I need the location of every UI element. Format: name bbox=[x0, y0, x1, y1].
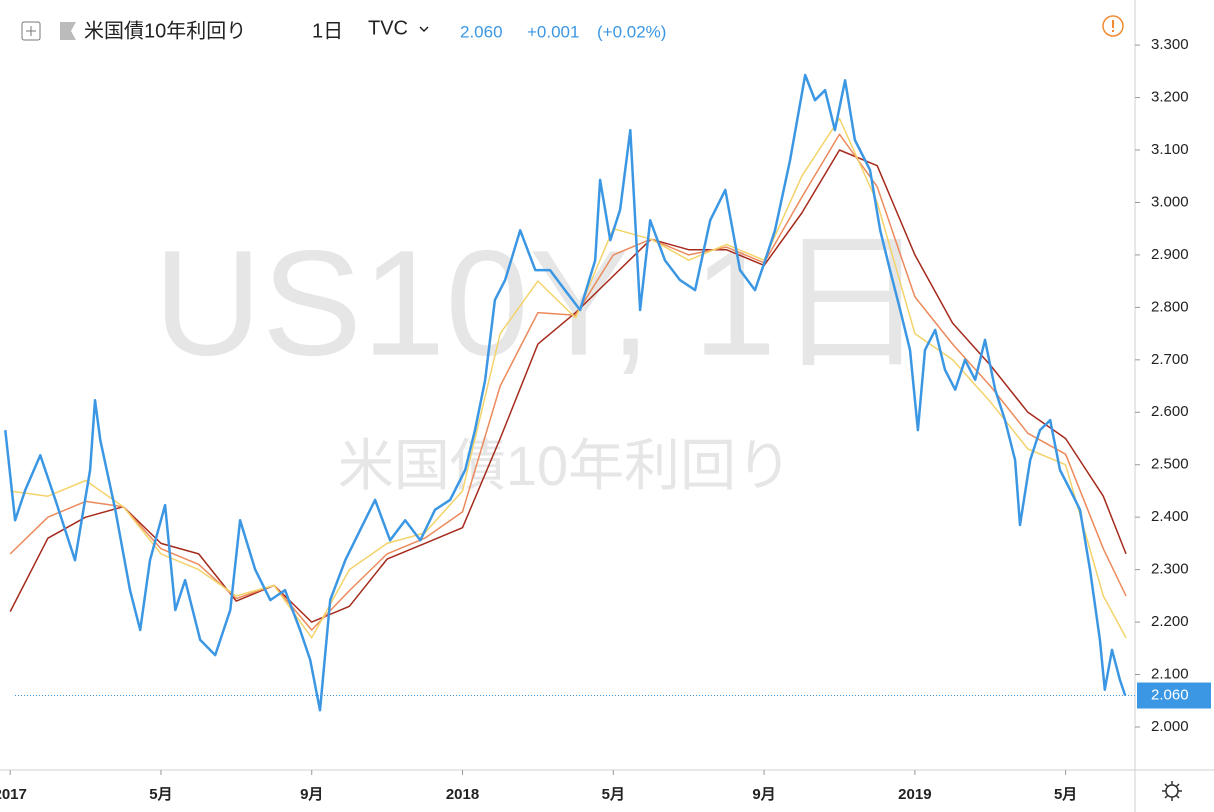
alert-icon[interactable] bbox=[1102, 15, 1124, 37]
ma-ribbon-line bbox=[9, 133, 1127, 631]
gear-teeth bbox=[1162, 781, 1182, 801]
y-tick-label: 2.000 bbox=[1151, 718, 1189, 735]
add-button[interactable] bbox=[21, 21, 41, 41]
watermark-ticker: US10Y, 1日 bbox=[154, 219, 927, 387]
price-change-pct: (+0.02%) bbox=[597, 22, 666, 41]
x-tick-label: 2018 bbox=[446, 786, 479, 803]
y-tick-label: 2.600 bbox=[1151, 403, 1189, 420]
y-tick-label: 2.900 bbox=[1151, 246, 1189, 263]
x-tick-label: 9月 bbox=[300, 786, 323, 803]
ma-ribbon-line bbox=[10, 117, 1127, 639]
x-tick-label: 5月 bbox=[149, 786, 172, 803]
x-tick-label: 5月 bbox=[602, 786, 625, 803]
plot-area bbox=[4, 73, 1127, 712]
x-tick-label: 5月 bbox=[1054, 786, 1077, 803]
watermark-name: 米国債10年利回り bbox=[338, 434, 792, 497]
symbol-name[interactable]: 米国債10年利回り bbox=[84, 19, 246, 42]
y-tick-label: 2.800 bbox=[1151, 298, 1189, 315]
x-tick-label: 2017 bbox=[0, 786, 27, 803]
x-tick-label: 2019 bbox=[898, 786, 931, 803]
y-tick-label: 2.200 bbox=[1151, 613, 1189, 630]
settings-icon[interactable] bbox=[1162, 781, 1182, 801]
x-tick-label: 9月 bbox=[752, 786, 775, 803]
y-tick-label: 2.500 bbox=[1151, 456, 1189, 473]
add-icon bbox=[26, 26, 36, 36]
price-change: +0.001 bbox=[527, 22, 579, 41]
y-tick-label: 2.100 bbox=[1151, 666, 1189, 683]
y-tick-label: 3.300 bbox=[1151, 36, 1189, 53]
y-tick-label: 2.700 bbox=[1151, 351, 1189, 368]
exchange[interactable]: TVC bbox=[368, 17, 408, 39]
last-price-tag bbox=[1137, 682, 1211, 709]
last-price-tag-label: 2.060 bbox=[1151, 686, 1189, 703]
price-line bbox=[4, 73, 1127, 712]
exchange-caret bbox=[419, 26, 429, 33]
last-price: 2.060 bbox=[460, 22, 503, 41]
y-tick-label: 3.000 bbox=[1151, 193, 1189, 210]
flag-icon[interactable] bbox=[60, 22, 76, 40]
y-tick-label: 2.300 bbox=[1151, 561, 1189, 578]
interval[interactable]: 1日 bbox=[312, 20, 343, 42]
ma-ribbon-line bbox=[9, 149, 1127, 623]
y-tick-label: 2.400 bbox=[1151, 508, 1189, 525]
y-tick-label: 3.200 bbox=[1151, 89, 1189, 106]
y-tick-label: 3.100 bbox=[1151, 141, 1189, 158]
